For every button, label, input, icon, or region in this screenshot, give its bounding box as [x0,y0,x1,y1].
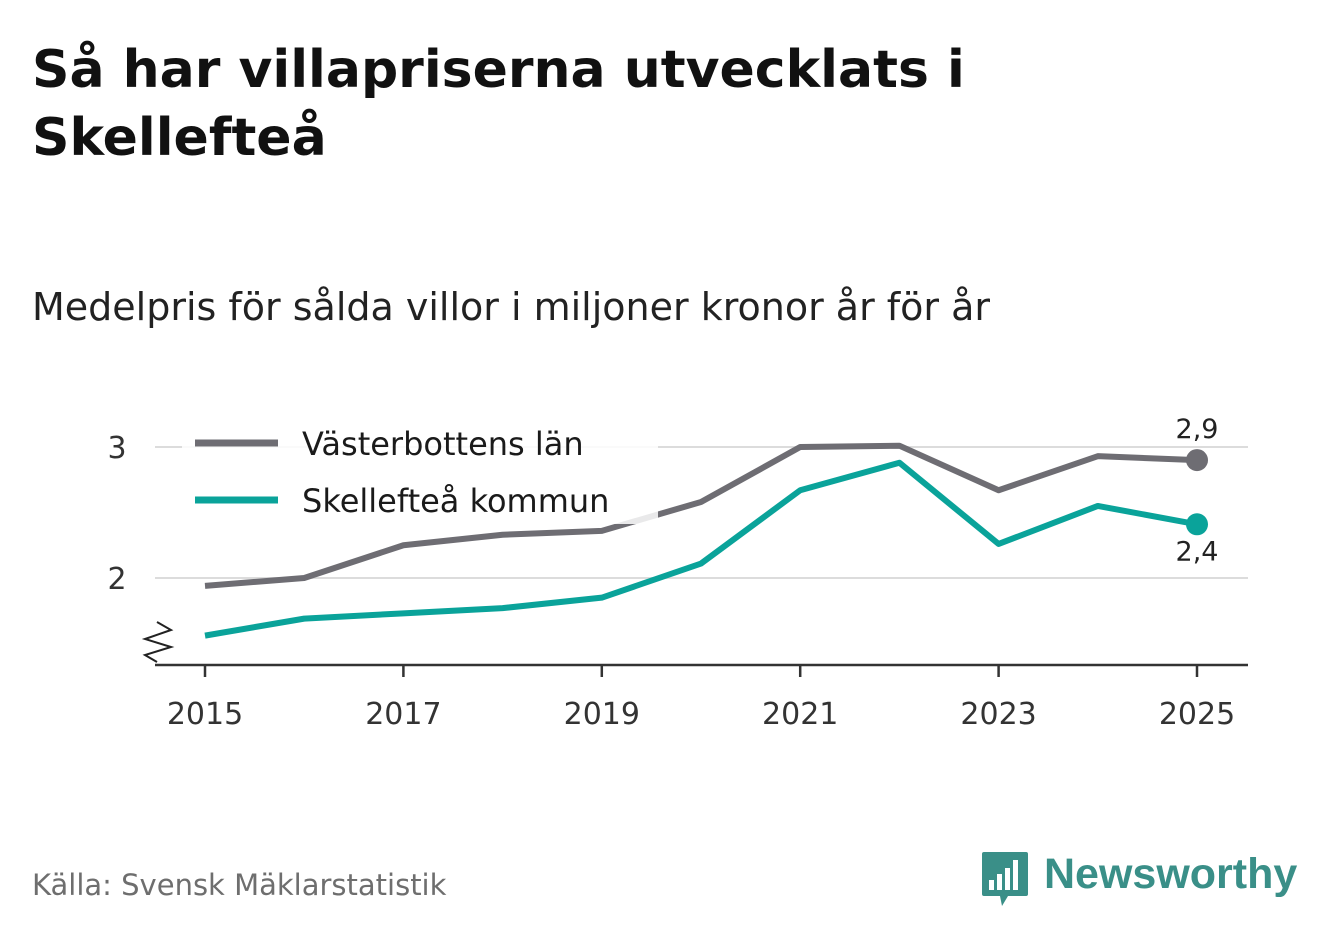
axis-break-marker [141,621,175,663]
chart-subtitle: Medelpris för sålda villor i miljoner kr… [32,285,991,329]
newsworthy-logo-icon [982,852,1028,906]
legend-label: Västerbottens län [302,425,584,463]
series-line-1 [204,459,1198,639]
brand-logo[interactable]: Newsworthy [980,850,1297,910]
x-tick-label: 2017 [365,697,441,732]
data-point [1186,449,1208,472]
y-tick-label: 3 [107,431,126,466]
chart-title: Så har villapriserna utvecklats i Skelle… [32,40,965,168]
data-labels: 2,9 2,4 [1176,414,1219,567]
end-value-label: 2,9 [1176,414,1219,445]
x-tick-label: 2023 [960,697,1036,732]
source-note: Källa: Svensk Mäklarstatistik [32,868,447,902]
series-lines [204,442,1208,639]
brand-name: Newsworthy [1044,850,1298,898]
x-tick-label: 2019 [564,697,640,732]
series-line-0 [204,442,1198,589]
y-tick-label: 2 [107,562,126,597]
x-tick-label: 2021 [762,697,838,732]
data-point [1186,513,1208,536]
end-value-label: 2,4 [1176,536,1219,567]
x-tick-label: 2025 [1159,697,1235,732]
axes: 2 3 2015 2017 2019 2021 2023 2025 [107,431,1248,732]
x-tick-label: 2015 [167,697,243,732]
legend: Västerbottens län Skellefteå kommun [182,417,658,524]
legend-label: Skellefteå kommun [302,482,609,520]
